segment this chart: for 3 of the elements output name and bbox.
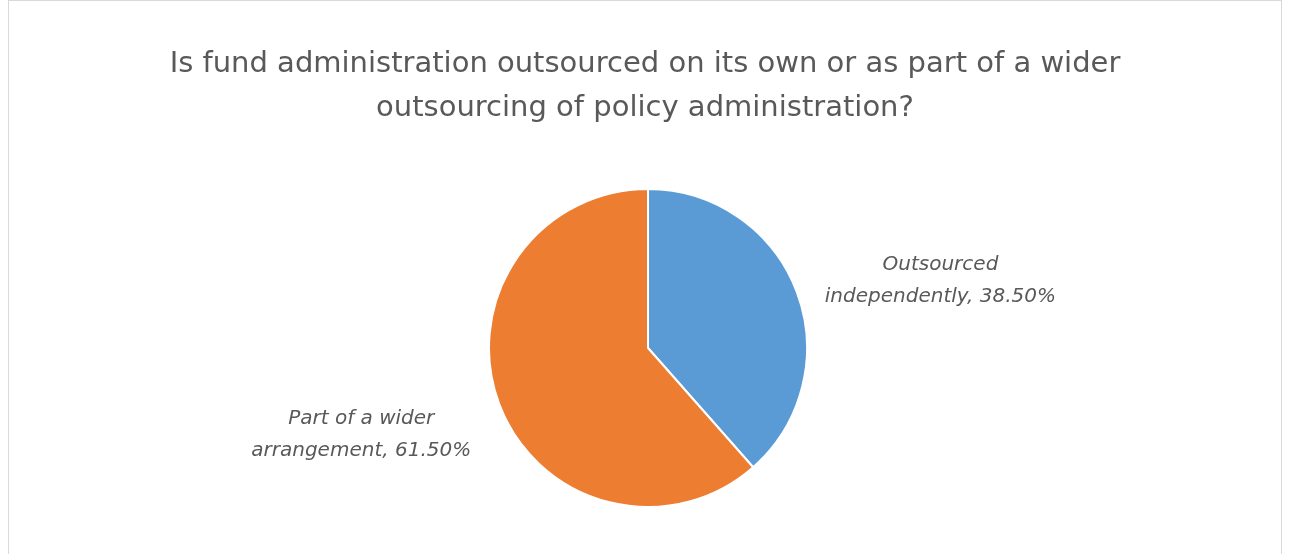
- slice-label: Part of a wider arrangement, 61.50%: [251, 405, 472, 462]
- slice-label: Outsourced independently, 38.50%: [824, 251, 1057, 308]
- chart-title: Is fund administration outsourced on its own or as part of a wider outsourcing of policy administration?: [168, 44, 1122, 125]
